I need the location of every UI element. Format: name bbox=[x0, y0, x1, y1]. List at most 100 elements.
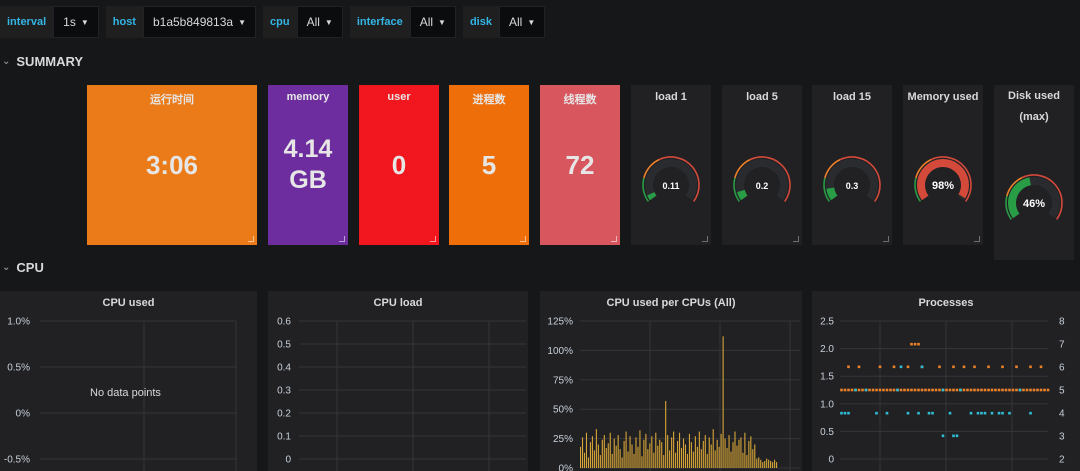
processes-point-orange bbox=[970, 389, 973, 392]
stat-memory-title: memory bbox=[268, 91, 348, 103]
var-cpu-select[interactable]: All▼ bbox=[297, 6, 343, 38]
processes-point-orange bbox=[963, 366, 966, 369]
cpu-per-bar bbox=[580, 447, 581, 468]
processes-point-orange bbox=[928, 389, 931, 392]
cpu-per-bar bbox=[647, 449, 648, 468]
processes-point-cyan bbox=[907, 412, 910, 415]
caret-down-icon: ▼ bbox=[438, 18, 446, 27]
resize-handle-icon[interactable] bbox=[611, 236, 617, 242]
cpu-per-bar bbox=[608, 443, 609, 468]
graph-cpu-used[interactable]: 1.0%0.5%0%-0.5% CPU used No data points bbox=[0, 291, 257, 471]
cpu-per-bar bbox=[748, 441, 749, 468]
cpu-per-bar bbox=[776, 462, 777, 468]
var-host-select[interactable]: b1a5b849813a▼ bbox=[143, 6, 256, 38]
processes-point-cyan bbox=[844, 412, 847, 415]
cpu-per-bar bbox=[721, 434, 722, 468]
row-summary-toggle[interactable]: ⌄ SUMMARY bbox=[2, 54, 83, 69]
gauge-disk-used[interactable]: Disk used (max) 46% bbox=[994, 85, 1074, 260]
gauge-load5[interactable]: load 5 0.2 bbox=[722, 85, 802, 245]
processes-point-cyan bbox=[970, 412, 973, 415]
processes-point-orange bbox=[1040, 389, 1043, 392]
stat-memory-value: 4.14 GB bbox=[268, 134, 348, 196]
resize-handle-icon[interactable] bbox=[883, 236, 889, 242]
resize-handle-icon[interactable] bbox=[339, 236, 345, 242]
processes-point-orange bbox=[938, 389, 941, 392]
processes-point-orange bbox=[980, 389, 983, 392]
gauge-load15[interactable]: load 15 0.3 bbox=[812, 85, 892, 245]
var-interface-value: All bbox=[420, 15, 433, 29]
processes-point-orange bbox=[1012, 389, 1015, 392]
cpu-per-bar bbox=[695, 436, 696, 468]
processes-point-orange bbox=[1043, 389, 1046, 392]
cpu-load-y-tick-label: 0.4 bbox=[277, 363, 291, 374]
var-disk-select[interactable]: All▼ bbox=[499, 6, 545, 38]
gauge-load1-title: load 1 bbox=[631, 91, 711, 103]
cpu-per-bar bbox=[586, 433, 587, 468]
processes-point-cyan bbox=[980, 412, 983, 415]
resize-handle-icon[interactable] bbox=[248, 236, 254, 242]
cpu-per-bar bbox=[754, 444, 755, 468]
cpu-per-bar bbox=[610, 433, 611, 468]
var-interval-select[interactable]: 1s▼ bbox=[53, 6, 99, 38]
processes-y-left-tick-label: 1.0 bbox=[820, 399, 834, 410]
stat-memory[interactable]: memory 4.14 GB bbox=[268, 85, 348, 245]
cpu-per-bar bbox=[667, 435, 668, 468]
processes-point-orange bbox=[1001, 389, 1004, 392]
processes-point-orange bbox=[858, 366, 861, 369]
processes-point-orange bbox=[840, 389, 843, 392]
processes-point-cyan bbox=[921, 366, 924, 369]
gauge-memory-used-dial: 98% bbox=[908, 151, 978, 211]
cpu-used-y-tick-label: 0.5% bbox=[7, 363, 30, 374]
processes-point-orange bbox=[1015, 389, 1018, 392]
resize-handle-icon[interactable] bbox=[793, 236, 799, 242]
gauge-value-arc bbox=[741, 191, 744, 198]
cpu-per-bar bbox=[673, 432, 674, 468]
stat-memory-number: 4.14 bbox=[268, 134, 348, 165]
processes-point-orange bbox=[847, 389, 850, 392]
processes-point-orange bbox=[945, 389, 948, 392]
resize-handle-icon[interactable] bbox=[702, 236, 708, 242]
processes-point-cyan bbox=[847, 412, 850, 415]
processes-point-orange bbox=[998, 389, 1001, 392]
cpu-per-y-tick-label: 75% bbox=[553, 375, 573, 386]
resize-handle-icon[interactable] bbox=[520, 236, 526, 242]
processes-point-orange bbox=[868, 389, 871, 392]
gauge-load5-dial: 0.2 bbox=[727, 151, 797, 211]
row-cpu-toggle[interactable]: ⌄ CPU bbox=[2, 260, 44, 275]
processes-point-orange bbox=[952, 366, 955, 369]
resize-handle-icon[interactable] bbox=[430, 236, 436, 242]
stat-user[interactable]: user 0 bbox=[359, 85, 439, 245]
cpu-per-bar bbox=[614, 439, 615, 468]
processes-point-orange bbox=[991, 389, 994, 392]
caret-down-icon: ▼ bbox=[81, 18, 89, 27]
stat-uptime[interactable]: 运行时间 3:06 bbox=[87, 85, 257, 245]
cpu-load-y-tick-label: 0 bbox=[285, 455, 291, 466]
cpu-per-bar bbox=[697, 447, 698, 468]
cpu-per-bar bbox=[618, 435, 619, 468]
cpu-per-bar bbox=[604, 435, 605, 468]
processes-point-orange bbox=[1026, 389, 1029, 392]
cpu-per-bar bbox=[616, 446, 617, 468]
var-disk-value: All bbox=[509, 15, 522, 29]
cpu-per-bar bbox=[643, 440, 644, 468]
gauge-value-label: 0.3 bbox=[846, 181, 859, 191]
cpu-per-bar bbox=[620, 449, 621, 468]
var-interface-select[interactable]: All ▼ bbox=[410, 6, 456, 38]
stat-threads-title: 线程数 bbox=[540, 91, 620, 107]
stat-processes[interactable]: 进程数 5 bbox=[449, 85, 529, 245]
stat-threads[interactable]: 线程数 72 bbox=[540, 85, 620, 245]
processes-point-orange bbox=[851, 389, 854, 392]
gauge-memory-used[interactable]: Memory used 98% bbox=[903, 85, 983, 245]
processes-point-orange bbox=[882, 389, 885, 392]
chevron-down-icon: ⌄ bbox=[2, 56, 10, 67]
resize-handle-icon[interactable] bbox=[974, 236, 980, 242]
processes-point-orange bbox=[886, 389, 889, 392]
row-cpu-title: CPU bbox=[16, 260, 43, 275]
cpu-per-bar bbox=[691, 442, 692, 468]
gauge-load1[interactable]: load 1 0.11 bbox=[631, 85, 711, 245]
graph-cpu-per[interactable]: 125%100%75%50%25%0% CPU used per CPUs (A… bbox=[540, 291, 802, 471]
processes-point-orange bbox=[1047, 389, 1050, 392]
